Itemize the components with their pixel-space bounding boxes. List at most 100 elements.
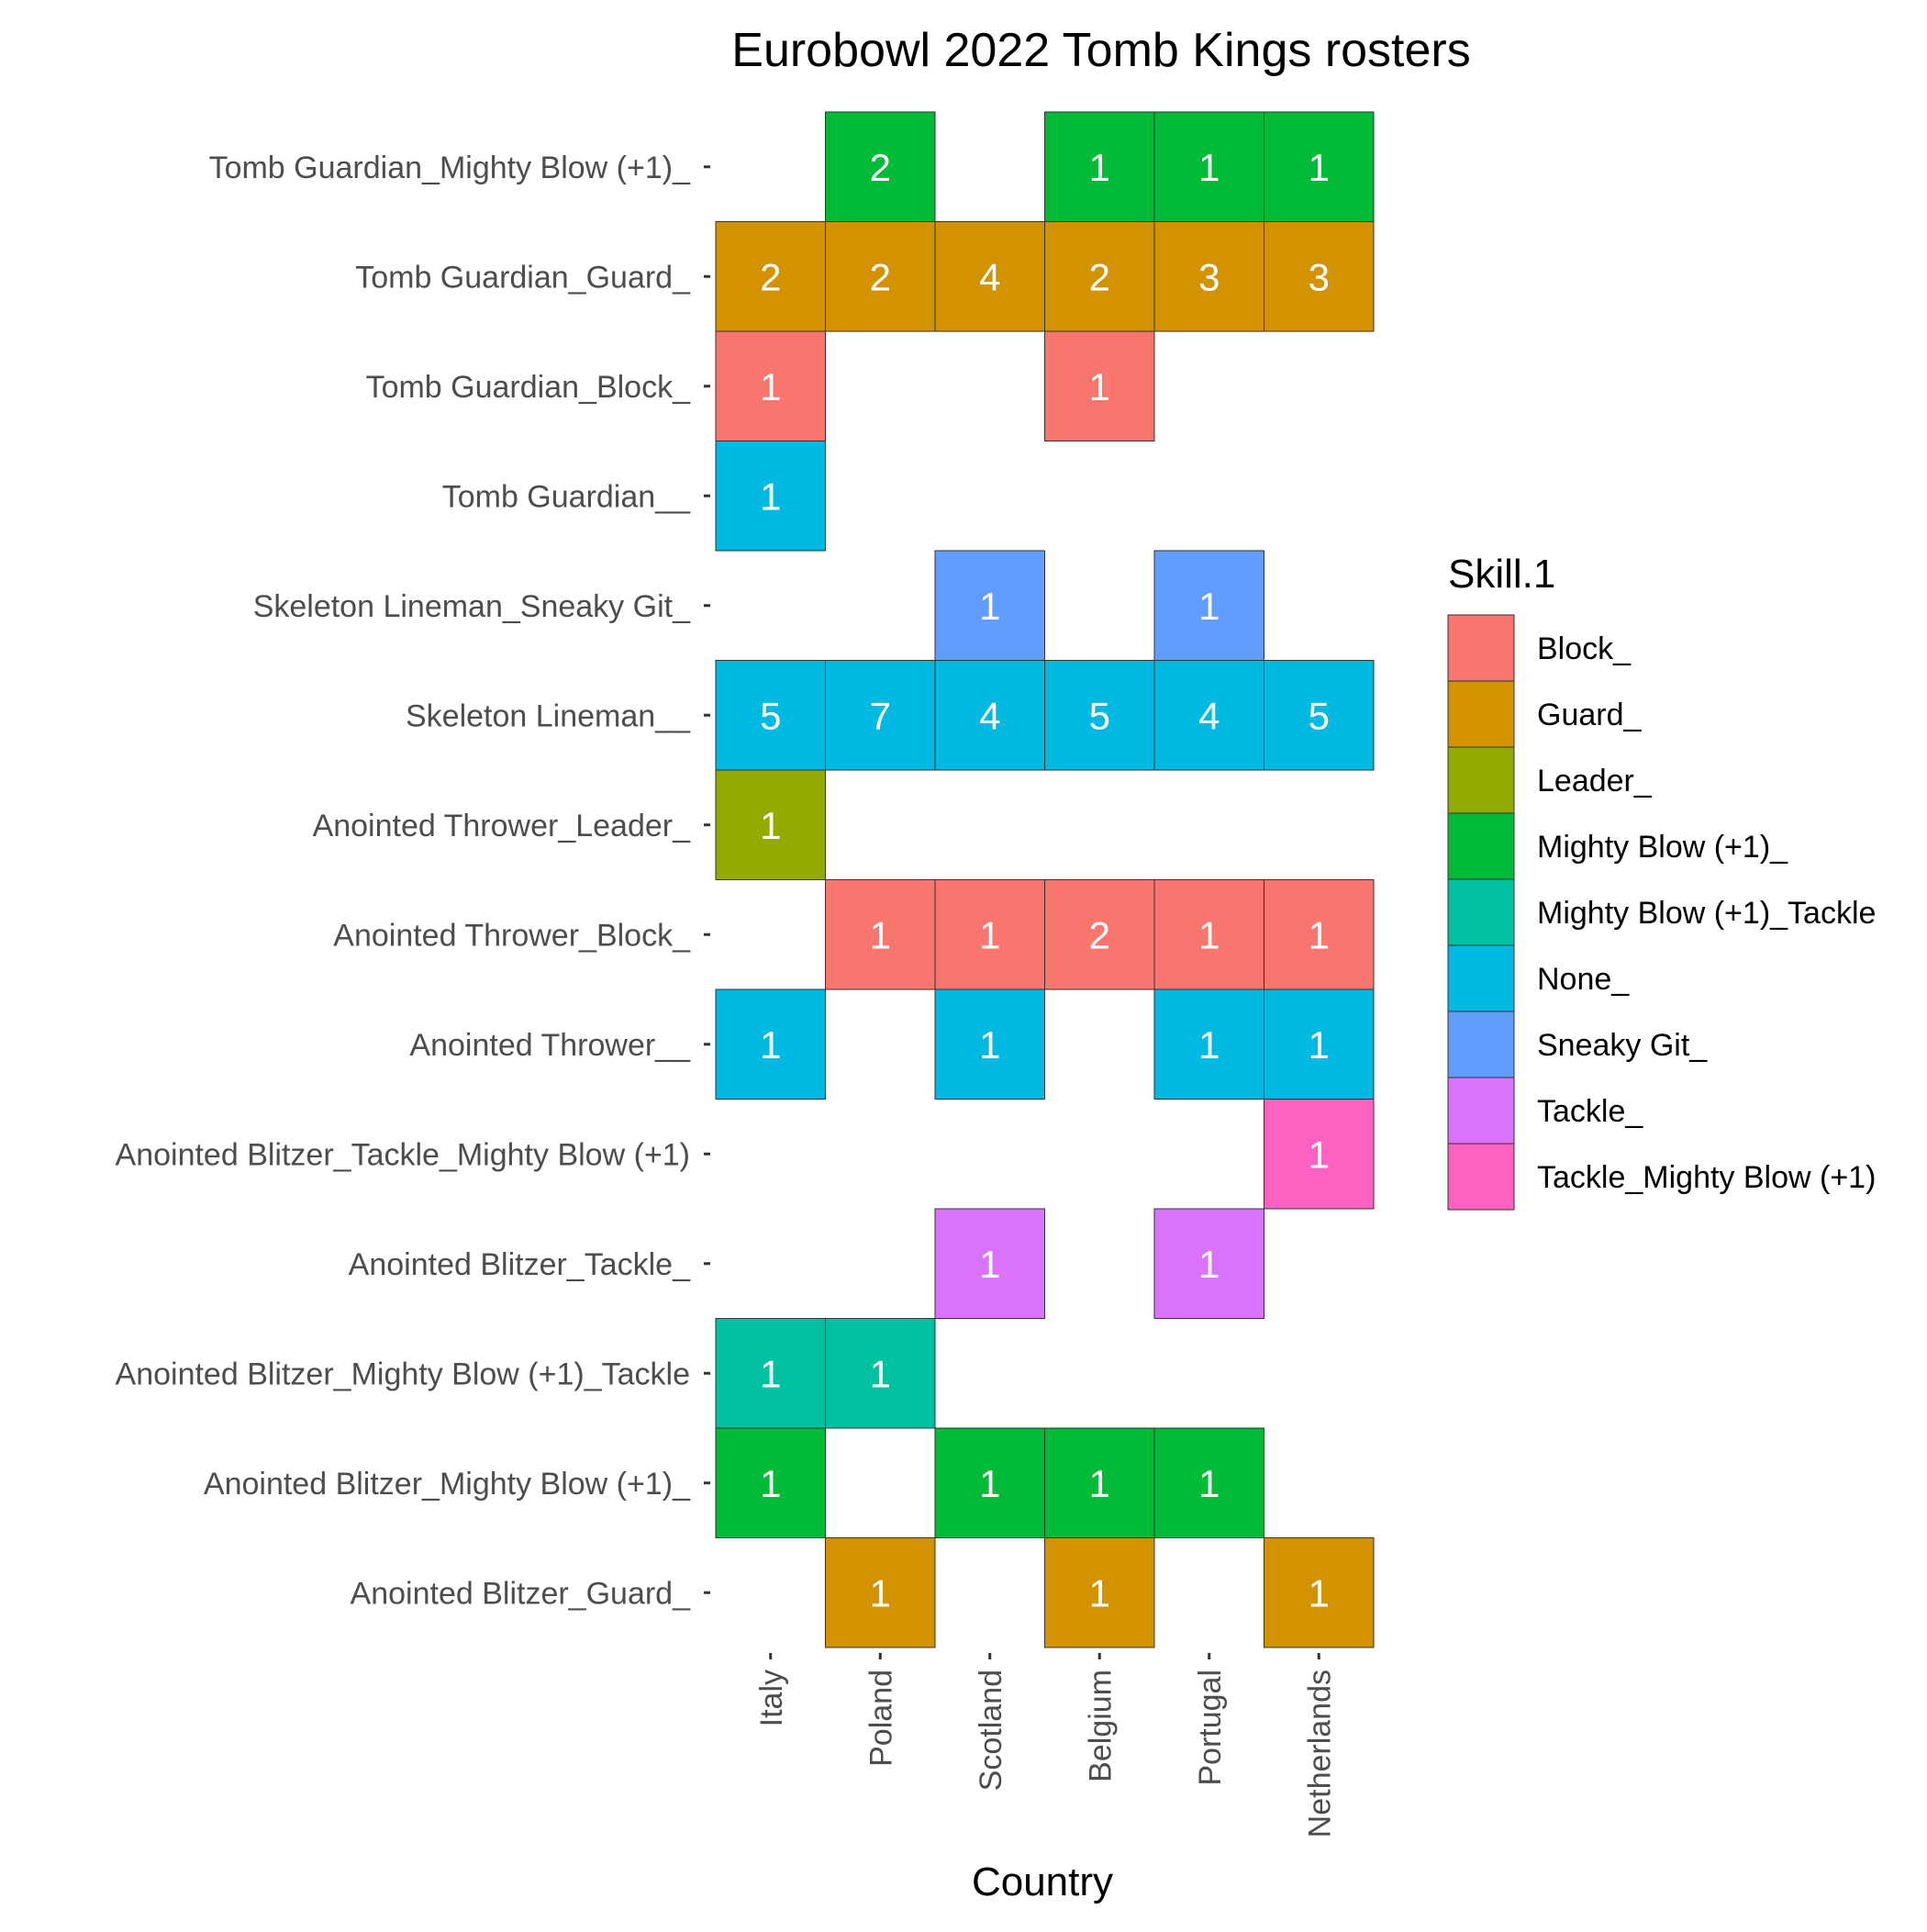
heatmap-cell: 2	[825, 111, 936, 222]
heatmap-cell: 1	[1044, 330, 1155, 441]
y-tick-label: Anointed Blitzer_Mighty Blow (+1)_	[204, 1467, 691, 1502]
heatmap-cell-rect	[715, 660, 826, 771]
cell-value-label: 1	[979, 585, 1000, 628]
legend-item-sneaky-git: Sneaky Git_	[1447, 1011, 1708, 1078]
cell-value-label: 3	[1309, 255, 1330, 298]
heatmap-cell: 1	[715, 1318, 826, 1429]
cell-value-label: 1	[1089, 1571, 1110, 1614]
cell-value-label: 1	[760, 1462, 781, 1505]
heatmap-cell-rect	[1264, 111, 1375, 222]
heatmap-cell: 2	[1044, 879, 1155, 990]
cell-value-label: 1	[760, 804, 781, 847]
legend-label: Leader_	[1537, 764, 1653, 798]
cell-value-label: 1	[1089, 1462, 1110, 1505]
y-tick-label: Tomb Guardian__	[442, 479, 691, 514]
cell-value-label: 1	[1309, 1023, 1330, 1067]
cell-value-label: 1	[1198, 1023, 1220, 1067]
cell-value-label: 1	[1089, 146, 1110, 189]
legend-swatch	[1447, 1077, 1515, 1145]
heatmap-cell-rect	[1044, 111, 1155, 222]
heatmap-cell: 5	[1264, 660, 1375, 771]
legend-swatch	[1447, 812, 1515, 880]
cell-value-label: 3	[1198, 255, 1220, 298]
heatmap-cell: 2	[715, 221, 826, 332]
legend-title: Skill.1	[1448, 552, 1555, 597]
cell-value-label: 2	[870, 255, 891, 298]
heatmap-cell-rect	[934, 988, 1045, 1100]
heatmap-cell: 1	[1044, 1427, 1155, 1538]
legend-swatch	[1447, 1011, 1515, 1078]
cell-value-label: 1	[1198, 1243, 1220, 1286]
heatmap-cell-rect	[715, 769, 826, 880]
heatmap-cell-rect	[1153, 660, 1264, 771]
heatmap-cell-rect	[825, 879, 936, 990]
heatmap-cell-rect	[1044, 330, 1155, 441]
heatmap-cell: 4	[934, 660, 1045, 771]
heatmap-cell: 1	[1264, 988, 1375, 1100]
y-tick-label: Skeleton Lineman_Sneaky Git_	[253, 589, 691, 624]
heatmap-cell: 3	[1264, 221, 1375, 332]
heatmap-cell: 2	[1044, 221, 1155, 332]
heatmap-cell: 2	[825, 221, 936, 332]
x-tick-label: Belgium	[1083, 1670, 1118, 1782]
legend-label: Guard_	[1537, 698, 1642, 732]
heatmap-cell-rect	[715, 441, 826, 552]
cell-value-label: 1	[760, 365, 781, 408]
legend-item-tackle-mighty-blow-1: Tackle_Mighty Blow (+1)	[1447, 1143, 1876, 1211]
heatmap-cell: 1	[1153, 550, 1264, 661]
y-tick-label: Anointed Thrower_Block_	[333, 918, 691, 953]
heatmap-cell-rect	[1153, 111, 1264, 222]
y-tick-label: Tomb Guardian_Guard_	[355, 260, 691, 295]
heatmap-cell-rect	[934, 221, 1045, 332]
y-tick-label: Anointed Blitzer_Tackle_Mighty Blow (+1)	[116, 1137, 690, 1172]
cell-value-label: 2	[1089, 913, 1110, 956]
cell-value-label: 5	[1089, 694, 1110, 737]
legend-item-guard: Guard_	[1447, 680, 1642, 748]
legend-label: Tackle_	[1537, 1094, 1643, 1129]
legend-swatch	[1447, 746, 1515, 814]
cell-value-label: 1	[979, 1243, 1000, 1286]
cell-value-label: 1	[870, 1352, 891, 1395]
y-tick-label: Anointed Thrower_Leader_	[313, 809, 692, 843]
heatmap-cell-rect	[715, 1427, 826, 1538]
legend-label: Tackle_Mighty Blow (+1)	[1537, 1160, 1876, 1195]
x-axis: Italy Poland Scotland Belgium Portugal Nether…	[754, 1653, 1337, 1837]
cell-value-label: 2	[760, 255, 781, 298]
heatmap-cell: 3	[1153, 221, 1264, 332]
heatmap-cell: 1	[1153, 1208, 1264, 1319]
heatmap-cell: 1	[825, 1318, 936, 1429]
heatmap-cell-rect	[1264, 879, 1375, 990]
cell-value-label: 1	[870, 913, 891, 956]
y-axis: Tomb Guardian_Mighty Blow (+1)_ Tomb Guar…	[116, 151, 710, 1611]
heatmap-cell: 5	[1044, 660, 1155, 771]
legend-item-block: Block_	[1447, 614, 1632, 682]
heatmap-cell: 1	[715, 988, 826, 1100]
legend-swatch	[1447, 944, 1515, 1012]
cell-value-label: 2	[870, 146, 891, 189]
y-tick-label: Tomb Guardian_Mighty Blow (+1)_	[209, 151, 692, 185]
heatmap-cell: 7	[825, 660, 936, 771]
cell-value-label: 1	[979, 913, 1000, 956]
cell-value-label: 4	[1198, 694, 1220, 737]
cell-value-label: 1	[1089, 365, 1110, 408]
y-tick-label: Anointed Blitzer_Tackle_	[349, 1247, 691, 1282]
heatmap-cell-rect	[825, 660, 936, 771]
cell-value-label: 1	[1309, 146, 1330, 189]
heatmap-cell: 1	[1264, 879, 1375, 990]
cell-value-label: 1	[1198, 585, 1220, 628]
heatmap-cell: 1	[715, 330, 826, 441]
heatmap-cell: 1	[934, 988, 1045, 1100]
heatmap-cell: 1	[934, 1208, 1045, 1319]
heatmap-cell: 1	[715, 769, 826, 880]
x-tick-label: Scotland	[974, 1670, 1008, 1791]
legend-item-mighty-blow-1-tackle: Mighty Blow (+1)_Tackle	[1447, 878, 1876, 946]
heatmap-cell: 1	[1153, 1427, 1264, 1538]
heatmap-cell: 1	[825, 1537, 936, 1648]
heatmap-cell-rect	[1153, 221, 1264, 332]
heatmap-cell: 1	[1264, 111, 1375, 222]
legend-label: Sneaky Git_	[1537, 1028, 1708, 1063]
heatmap-cell: 1	[934, 1427, 1045, 1538]
heatmap-cell-rect	[934, 1208, 1045, 1319]
